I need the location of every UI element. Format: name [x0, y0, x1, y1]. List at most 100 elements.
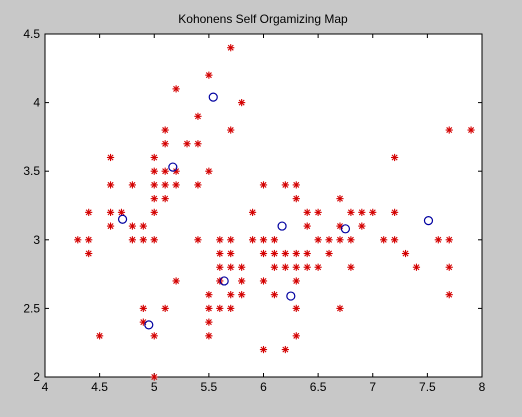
- data-point: [238, 291, 246, 299]
- data-point: [270, 236, 279, 244]
- chart-title: Kohonens Self Orgamizing Map: [178, 12, 348, 26]
- data-point: [445, 291, 453, 299]
- data-point: [281, 263, 289, 271]
- data-point: [172, 277, 180, 285]
- data-point: [358, 222, 366, 230]
- data-point: [227, 126, 235, 134]
- data-point: [128, 236, 136, 244]
- data-point: [303, 263, 311, 271]
- data-point: [347, 236, 355, 244]
- data-point: [150, 195, 158, 203]
- data-point: [194, 236, 202, 244]
- data-point: [336, 236, 344, 244]
- data-point: [238, 277, 246, 285]
- data-point: [445, 126, 453, 134]
- data-point: [216, 263, 224, 271]
- data-point: [259, 345, 268, 354]
- data-point: [314, 263, 322, 271]
- som-neuron: [168, 162, 178, 172]
- data-point: [194, 112, 202, 120]
- data-point: [412, 263, 421, 271]
- y-tick-label: 3.5: [23, 164, 40, 178]
- data-point: [85, 208, 93, 216]
- som-neuron: [208, 92, 218, 102]
- data-point: [139, 236, 147, 244]
- x-tick-label: 5.5: [201, 380, 218, 394]
- data-point: [216, 304, 224, 312]
- data-point: [161, 195, 169, 203]
- data-point: [347, 263, 355, 271]
- y-tick-label: 4: [33, 96, 40, 110]
- data-point: [292, 249, 300, 258]
- data-point: [150, 373, 158, 381]
- som-neuron: [144, 320, 154, 330]
- data-point: [205, 71, 213, 79]
- data-point: [216, 249, 224, 258]
- y-tick-label: 2: [33, 370, 40, 384]
- data-point: [227, 249, 235, 258]
- data-point: [314, 236, 322, 244]
- y-tick-label: 4.5: [23, 27, 40, 41]
- data-point: [194, 181, 202, 189]
- data-point: [270, 291, 279, 299]
- data-point: [74, 236, 82, 244]
- data-point: [161, 126, 169, 134]
- data-point: [391, 236, 399, 244]
- data-point: [325, 236, 333, 244]
- data-point: [248, 208, 257, 216]
- plot-area: [44, 33, 483, 378]
- data-point: [259, 249, 268, 258]
- x-tick-label: 7.5: [419, 380, 436, 394]
- som-neuron: [277, 221, 287, 231]
- data-point: [150, 208, 158, 216]
- data-point: [150, 332, 158, 340]
- data-point: [205, 332, 213, 340]
- data-point: [172, 85, 180, 93]
- data-point: [106, 153, 115, 162]
- data-point: [161, 181, 169, 189]
- data-point: [401, 249, 410, 258]
- data-point: [369, 208, 377, 216]
- data-point: [467, 126, 475, 134]
- data-point: [303, 208, 311, 216]
- data-point: [227, 263, 235, 271]
- data-point: [161, 140, 169, 148]
- data-point: [248, 236, 257, 244]
- som-neuron: [219, 276, 229, 286]
- data-point: [292, 304, 300, 312]
- data-point: [303, 222, 311, 230]
- data-point: [96, 332, 104, 340]
- data-point: [259, 236, 268, 244]
- data-point: [391, 153, 399, 162]
- x-tick-label: 4.5: [91, 380, 108, 394]
- x-tick-label: 8: [479, 380, 486, 394]
- data-point: [336, 304, 344, 312]
- data-point: [336, 195, 344, 203]
- data-point: [85, 236, 93, 244]
- x-tick-label: 7: [369, 380, 376, 394]
- data-point: [238, 263, 246, 271]
- x-tick-label: 6.5: [310, 380, 327, 394]
- data-point: [139, 222, 147, 230]
- data-point: [325, 249, 333, 258]
- data-point: [205, 291, 213, 299]
- data-point: [281, 249, 289, 258]
- data-point: [227, 44, 235, 52]
- data-point: [150, 153, 158, 162]
- data-point: [238, 99, 246, 107]
- data-point: [161, 304, 169, 312]
- data-point: [106, 208, 115, 216]
- data-point: [391, 208, 399, 216]
- data-point: [314, 208, 322, 216]
- data-point: [281, 345, 289, 354]
- data-point: [270, 249, 279, 258]
- data-point: [303, 249, 311, 258]
- data-point: [194, 140, 202, 148]
- data-point: [292, 195, 300, 203]
- data-point: [128, 181, 136, 189]
- data-point: [445, 263, 453, 271]
- data-point: [227, 291, 235, 299]
- x-tick-label: 6: [260, 380, 267, 394]
- x-tick-label: 4: [42, 380, 49, 394]
